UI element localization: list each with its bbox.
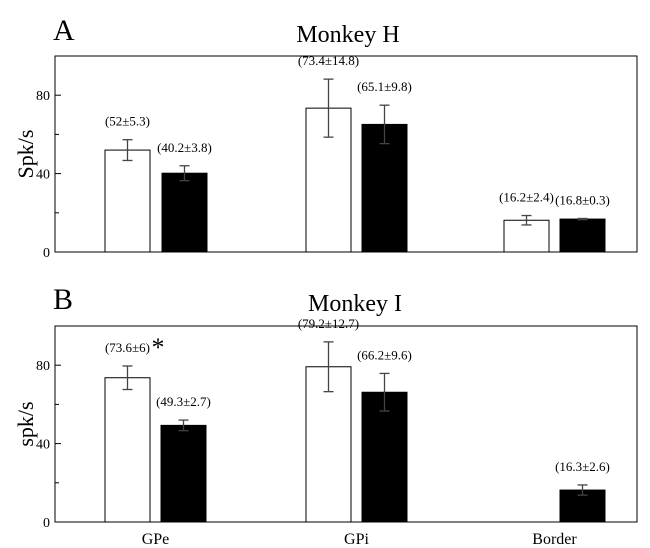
y-axis-label: Spk/s (13, 130, 38, 179)
x-tick-labels: GPe GPi Border (142, 531, 578, 548)
data-label: (40.2±3.8) (157, 140, 212, 155)
y-axis-label: spk/s (13, 401, 38, 446)
bar-gpe-open (104, 377, 151, 523)
data-label: (49.3±2.7) (156, 394, 211, 409)
chart-title: Monkey H (296, 22, 399, 48)
panel-b: B Monkey I spk/s 0 40 80 (73.6±6) (79.2±12.… (13, 283, 638, 548)
chart-title: Monkey I (308, 291, 402, 317)
panel-label: B (53, 283, 73, 316)
bar-gpe-open (104, 149, 151, 253)
data-label: (65.1±9.8) (357, 79, 412, 94)
bar-gpe-filled (160, 424, 207, 523)
significance-marker: * (152, 333, 165, 362)
x-tick-label: GPi (344, 531, 369, 548)
y-tick-label: 0 (43, 246, 50, 261)
y-tick-label: 80 (36, 89, 50, 104)
data-label: (79.2±12.7) (298, 316, 359, 331)
data-label: (66.2±9.6) (357, 347, 412, 362)
y-tick-label: 40 (36, 168, 50, 183)
y-tick-label: 40 (36, 438, 50, 453)
y-tick-label: 0 (43, 516, 50, 531)
panel-a: A Monkey H Spk/s 0 40 80 (52±5.3) (73.4±14.… (13, 14, 638, 261)
y-tick-label: 80 (36, 359, 50, 374)
data-label: (73.4±14.8) (298, 53, 359, 68)
x-tick-label: GPe (142, 531, 170, 548)
y-ticks: 0 40 80 (36, 359, 61, 531)
y-ticks: 0 40 80 (36, 89, 61, 261)
bar-border-filled (559, 218, 606, 253)
data-label: (16.2±2.4) (499, 190, 554, 205)
data-label: (52±5.3) (105, 114, 150, 129)
x-tick-label: Border (532, 531, 577, 548)
bar-gpi-filled (361, 391, 408, 523)
bars: (73.6±6) (79.2±12.7) (49.3±2.7) (66.2±9.6) (… (104, 316, 610, 523)
bar-gpi-filled (361, 123, 408, 253)
bars: (52±5.3) (73.4±14.8) (16.2±2.4) (40.2±3.8) (… (104, 53, 610, 253)
data-label: (16.3±2.6) (555, 459, 610, 474)
bar-gpe-filled (161, 172, 208, 253)
data-label: (73.6±6) (105, 340, 150, 355)
bar-gpi-open (305, 107, 352, 253)
panel-label: A (53, 14, 75, 47)
data-label: (16.8±0.3) (555, 192, 610, 207)
